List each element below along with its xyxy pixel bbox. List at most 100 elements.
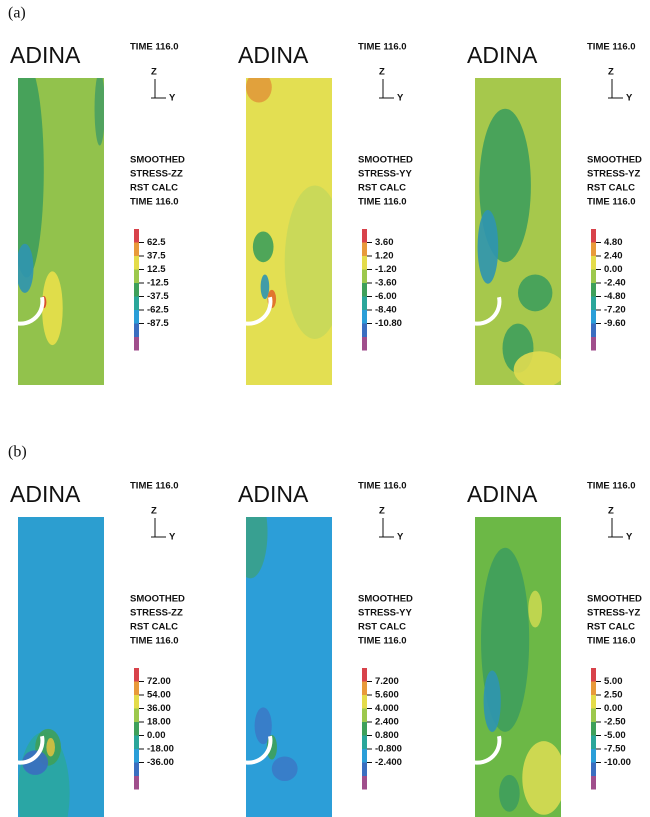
- color-bar-segment: [591, 695, 596, 709]
- color-bar-segment: [362, 709, 367, 723]
- info-line: STRESS-ZZ: [130, 169, 183, 180]
- time: TIME 116.0: [358, 42, 407, 53]
- color-bar-segment: [134, 695, 139, 709]
- info-line: SMOOTHED: [587, 594, 642, 605]
- contour-field: [244, 72, 345, 385]
- info-line: RST CALC: [587, 622, 635, 633]
- contour-field: [473, 517, 565, 817]
- contour-region: [522, 741, 565, 815]
- info-line: RST CALC: [130, 622, 178, 633]
- scale-label: 5.00: [604, 676, 623, 687]
- scale-label: 62.5: [147, 237, 166, 248]
- color-bar-segment: [591, 256, 596, 270]
- color-bar-segment: [591, 722, 596, 736]
- contour-field: [233, 486, 332, 817]
- scale-label: -18.00: [147, 744, 174, 755]
- color-bar-segment: [134, 668, 139, 682]
- color-bar-segment: [362, 749, 367, 763]
- color-bar-segment: [134, 337, 139, 351]
- color-bar-segment: [134, 749, 139, 763]
- color-bar-segment: [134, 243, 139, 257]
- scale-label: 36.00: [147, 703, 171, 714]
- scale-label: 54.00: [147, 690, 171, 701]
- time: TIME 116.0: [587, 481, 636, 492]
- scale-label: -36.00: [147, 757, 174, 768]
- info-line: SMOOTHED: [130, 594, 185, 605]
- color-bar-segment: [591, 668, 596, 682]
- color-bar-segment: [134, 763, 139, 777]
- info-line: RST CALC: [130, 183, 178, 194]
- scale-label: -2.400: [375, 757, 402, 768]
- color-bar-segment: [362, 270, 367, 284]
- color-bar-segment: [591, 270, 596, 284]
- axis-z: Z: [379, 506, 385, 517]
- contour-region: [272, 756, 298, 781]
- scale-label: 0.00: [604, 703, 623, 714]
- color-bar-segment: [591, 682, 596, 696]
- color-bar-segment: [134, 709, 139, 723]
- scale-label: 12.5: [147, 264, 166, 275]
- scale-label: 2.400: [375, 717, 399, 728]
- color-bar-segment: [591, 337, 596, 351]
- color-bar-segment: [362, 229, 367, 243]
- axis-z: Z: [151, 67, 157, 78]
- scale-label: -87.5: [147, 318, 169, 329]
- panel-label: (b): [8, 444, 27, 461]
- color-bar-segment: [591, 297, 596, 311]
- axis-y: Y: [626, 93, 633, 104]
- info-line: SMOOTHED: [130, 155, 185, 166]
- color-bar-segment: [134, 324, 139, 338]
- info-line: TIME 116.0: [130, 636, 179, 647]
- axis-z: Z: [608, 506, 614, 517]
- contour-region: [285, 185, 345, 339]
- color-bar-segment: [134, 682, 139, 696]
- logo: ADINA: [238, 42, 309, 68]
- color-bar-segment: [591, 243, 596, 257]
- color-bar-segment: [362, 668, 367, 682]
- contour-field: [9, 63, 104, 385]
- color-bar-segment: [362, 337, 367, 351]
- scale-label: -7.50: [604, 744, 626, 755]
- info-line: TIME 116.0: [358, 197, 407, 208]
- scale-label: -37.5: [147, 291, 169, 302]
- scale-label: 1.20: [375, 251, 394, 262]
- info-line: RST CALC: [358, 183, 406, 194]
- color-bar-segment: [591, 709, 596, 723]
- scale-label: 18.00: [147, 717, 171, 728]
- contour-region: [518, 274, 552, 311]
- info-line: STRESS-ZZ: [130, 608, 183, 619]
- color-bar-segment: [362, 722, 367, 736]
- color-bar-segment: [362, 736, 367, 750]
- contour-field: [16, 517, 104, 817]
- scale-label: -5.00: [604, 730, 626, 741]
- time: TIME 116.0: [358, 481, 407, 492]
- scale-label: -0.800: [375, 744, 402, 755]
- color-bar-segment: [362, 283, 367, 297]
- color-bar-segment: [591, 736, 596, 750]
- info-line: TIME 116.0: [358, 636, 407, 647]
- info-line: STRESS-YZ: [587, 169, 641, 180]
- color-bar-segment: [591, 229, 596, 243]
- color-bar-segment: [134, 297, 139, 311]
- axis-y: Y: [397, 93, 404, 104]
- axis-z: Z: [379, 67, 385, 78]
- axis-y: Y: [169, 532, 176, 543]
- info-line: TIME 116.0: [130, 197, 179, 208]
- color-bar-segment: [591, 283, 596, 297]
- contour-region: [499, 775, 520, 812]
- color-bar-segment: [362, 324, 367, 338]
- color-bar-segment: [362, 776, 367, 790]
- scale-label: -10.00: [604, 757, 631, 768]
- figure: (a)ADINATIME 116.0ZYSMOOTHEDSTRESS-ZZRST…: [0, 0, 650, 817]
- scale-label: 2.40: [604, 251, 623, 262]
- logo: ADINA: [467, 481, 538, 507]
- info-line: TIME 116.0: [587, 636, 636, 647]
- contour-region: [484, 671, 501, 732]
- color-bar-segment: [591, 310, 596, 324]
- color-bar-segment: [591, 776, 596, 790]
- scale-label: -2.50: [604, 717, 626, 728]
- scale-label: 2.50: [604, 690, 623, 701]
- scale-label: -6.00: [375, 291, 397, 302]
- color-bar-segment: [362, 763, 367, 777]
- info-line: SMOOTHED: [358, 155, 413, 166]
